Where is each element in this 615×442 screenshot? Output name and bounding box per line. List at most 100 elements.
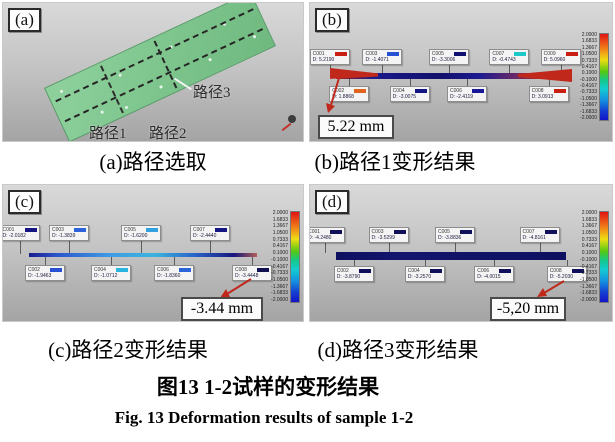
callout-color-chip [358, 269, 371, 273]
callout-id: C003 [52, 227, 64, 233]
orientation-sphere [288, 115, 296, 123]
callout-deviation-value: D: -1.9463 [28, 273, 52, 279]
measurement-callout-c001: C001 D: 5.2190 [310, 49, 350, 65]
colorbar-tick: 1.0500 [581, 230, 597, 237]
callout-id: C003 [365, 51, 378, 57]
colorbar-tick: -1.6833 [580, 290, 597, 297]
callout-id: C006 [450, 88, 462, 94]
panel-d-path3-deformation: (d) C001 D: -4.2480 C002 D: -3.8790 C003 D: -… [309, 184, 613, 322]
caption-panel-c: (c)路径2变形结果 [48, 338, 208, 362]
color-scale-ticks: 2.0000 1.6833 1.3667 1.0500 0.7333 0.4167 0.10… [264, 211, 290, 303]
callout-deviation-value: D: -1.6200 [124, 233, 148, 239]
callout-stem [210, 241, 211, 254]
callout-deviation-value: D: 3.0913 [531, 94, 554, 100]
colorbar-tick: -1.3667 [271, 283, 288, 290]
callout-id: C004 [392, 88, 405, 94]
color-scale: 2.0000 1.6833 1.3667 1.0500 0.7333 0.4167 0.10… [573, 33, 609, 121]
callout-deviation-value: D: -3.3006 [431, 57, 456, 63]
color-scale-gradient [599, 211, 609, 303]
measurement-callout-c004: C004 D: -3.2570 [404, 266, 445, 282]
measurement-callout-c003: C003 D: -3.5299 [368, 227, 409, 243]
callout-stem [566, 260, 568, 267]
measurement-callout-c004: C004 D: -3.0075 [389, 86, 430, 102]
measurement-callout-c005: C005 D: -1.6200 [121, 225, 161, 241]
callout-deviation-value: D: -3.8790 [336, 274, 361, 280]
colorbar-tick: -2.0000 [580, 114, 597, 121]
caption-panel-d: (d)路径3变形结果 [317, 338, 479, 362]
callout-id: C006 [477, 268, 490, 274]
path-3-label: 路径3 [193, 85, 231, 101]
callout-stem [325, 243, 327, 253]
line-right-red-end [518, 69, 572, 82]
panel-a-label: (a) [8, 8, 41, 32]
callout-id: C007 [522, 229, 535, 235]
callout-stem [353, 260, 355, 267]
callout-color-chip [499, 269, 512, 273]
callout-stem [548, 79, 550, 87]
specimen-plate [44, 3, 276, 141]
caption-panel-b: (b)路径1变形结果 [314, 150, 476, 174]
deformation-path-line [29, 253, 257, 257]
callout-color-chip [146, 228, 158, 232]
callout-stem [509, 65, 511, 74]
measurement-callout-c001: C001 D: -2.0182 [3, 225, 40, 241]
figure-title-chinese: 图13 1-2试样的变形结果 [156, 375, 380, 399]
callout-stem [448, 65, 450, 74]
callout-stem [454, 243, 456, 253]
callout-deviation-value: D: -2.4440 [193, 233, 217, 239]
colorbar-tick: -1.6833 [580, 108, 597, 115]
callout-deviation-value: D: -1.3839 [52, 233, 76, 239]
annotation-arrow [220, 278, 252, 298]
panel-b-label: (b) [315, 8, 349, 32]
callout-deviation-value: D: -3.2570 [407, 274, 432, 280]
callout-stem [424, 260, 426, 267]
callout-color-chip [387, 52, 400, 56]
callout-deviation-value: D: 5.0960 [543, 57, 566, 63]
colorbar-tick: -1.0500 [271, 276, 288, 283]
callout-deviation-value: D: -1.4071 [365, 57, 389, 63]
measurement-callout-c006: C006 D: -2.4119 [447, 86, 488, 102]
caption-panel-a: (a)路径选取 [99, 150, 207, 174]
callout-color-chip [544, 230, 557, 234]
orientation-axis [281, 122, 292, 132]
colorbar-tick: -1.3667 [580, 283, 597, 290]
measurement-callout-c008: C008 D: -5.2030 [546, 266, 587, 282]
callout-stem [560, 65, 562, 74]
colorbar-tick: -0.4167 [580, 83, 597, 89]
color-scale-ticks: 2.0000 1.6833 1.3667 1.0500 0.7333 0.4167 0.10… [573, 33, 599, 121]
callout-stem [539, 243, 541, 253]
figure-title-english: Fig. 13 Deformation results of sample 1-… [114, 408, 414, 427]
callout-color-chip [354, 89, 367, 93]
colorbar-tick: -0.4167 [580, 263, 597, 270]
callout-id: C008 [531, 88, 544, 94]
colorbar-tick: -0.1000 [580, 76, 597, 83]
callout-color-chip [50, 268, 62, 272]
panel-c-path2-deformation: (c) C001 D: -2.0182 C002 D: -1.9463 C003 D: -… [2, 184, 304, 322]
reference-point-dots [59, 89, 64, 94]
callout-stem [494, 260, 496, 267]
callout-id: C009 [543, 51, 556, 57]
callout-deviation-value: D: -2.4119 [450, 94, 474, 100]
callout-color-chip [334, 52, 347, 56]
colorbar-tick: 0.4167 [581, 63, 597, 70]
colorbar-tick: -0.7333 [271, 270, 288, 277]
panel-d-label: (d) [315, 190, 349, 214]
measurement-callout-c007: C007 D: -4.8161 [519, 227, 560, 243]
callout-stem [111, 257, 112, 266]
callout-id: C003 [371, 229, 384, 235]
callout-color-chip [414, 89, 427, 93]
colorbar-tick: -2.0000 [580, 296, 597, 303]
measurement-callout-c007: C007 D: -2.4440 [190, 225, 230, 241]
colorbar-tick: -0.7333 [580, 270, 597, 277]
colorbar-tick: 0.7333 [581, 236, 597, 243]
colorbar-tick: 0.1000 [581, 250, 597, 257]
callout-color-chip [571, 269, 584, 273]
callout-color-chip [565, 52, 578, 56]
colorbar-tick: 0.7333 [272, 236, 288, 243]
callout-color-chip [24, 228, 37, 232]
callout-id: C005 [124, 227, 136, 233]
colorbar-tick: 1.6833 [272, 216, 288, 223]
measurement-callout-c002: C002 D: -3.8790 [333, 266, 374, 282]
callout-stem [69, 241, 70, 254]
callout-deviation-value: D: -3.4448 [235, 273, 259, 279]
